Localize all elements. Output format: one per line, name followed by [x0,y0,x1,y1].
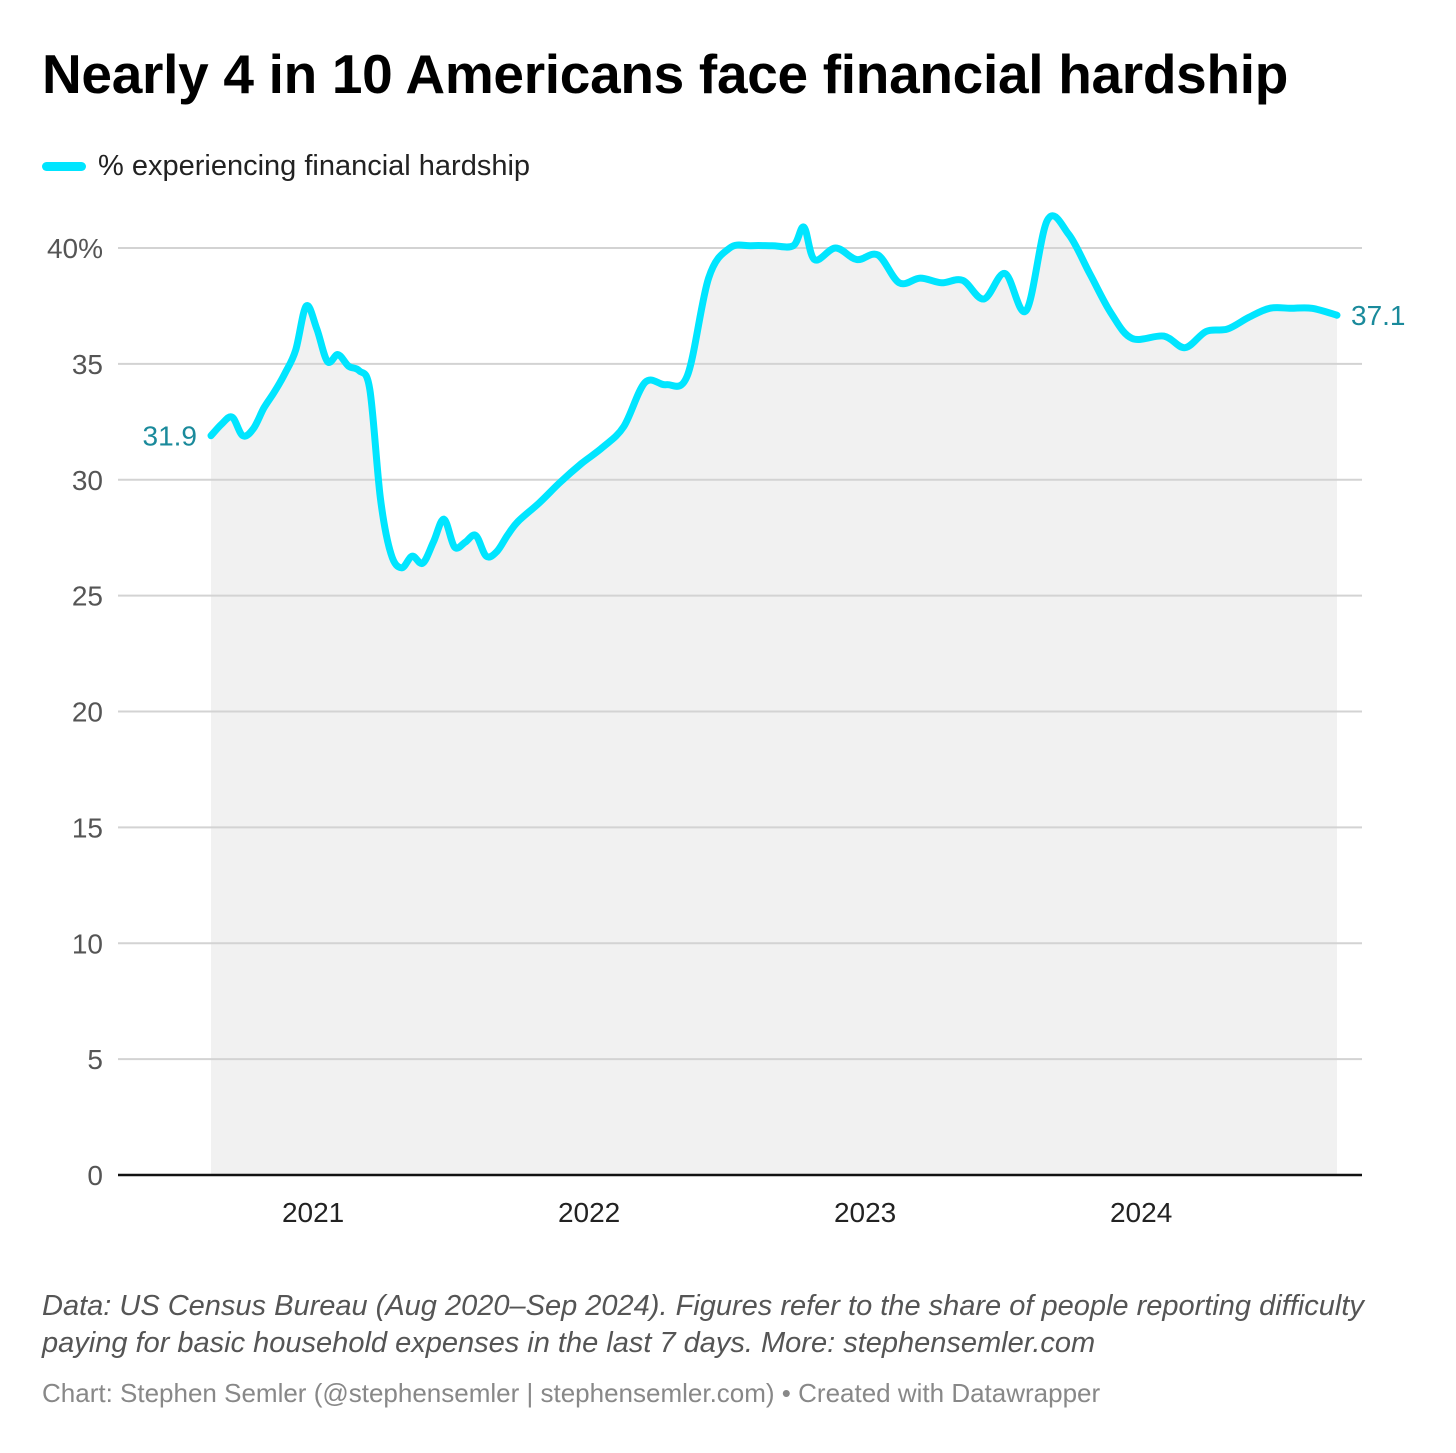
y-tick-label: 35 [72,349,103,380]
x-tick-label: 2024 [1110,1197,1172,1228]
data-source-note: Data: US Census Bureau (Aug 2020–Sep 202… [42,1290,1364,1359]
series-line [207,212,1341,572]
legend: % experiencing financial hardship [42,146,530,186]
x-tick-label: 2023 [834,1197,896,1228]
chart-credit: Chart: Stephen Semler (@stephensemler | … [42,1378,1101,1408]
y-tick-label: 30 [72,465,103,496]
y-tick-label: 25 [72,581,103,612]
y-tick-label: 40% [47,233,103,264]
area-fill [211,215,1337,1175]
y-tick-label: 20 [72,697,103,728]
y-tick-label: 5 [87,1044,103,1075]
value-label: 37.1 [1351,300,1406,331]
x-tick-label: 2021 [282,1197,344,1228]
y-tick-label: 15 [72,812,103,843]
chart-plot: 0 5 10 15 20 25 30 35 40% 2021 2022 2023 2024 31.9 37.… [47,212,1406,1228]
legend-swatch [42,161,86,171]
legend-label: % experiencing financial hardship [98,149,531,182]
y-tick-label: 0 [87,1160,103,1191]
x-tick-label: 2022 [558,1197,620,1228]
chart-title: Nearly 4 in 10 Americans face financial … [42,43,1289,105]
y-tick-label: 10 [72,928,103,959]
value-label: 31.9 [143,421,198,452]
